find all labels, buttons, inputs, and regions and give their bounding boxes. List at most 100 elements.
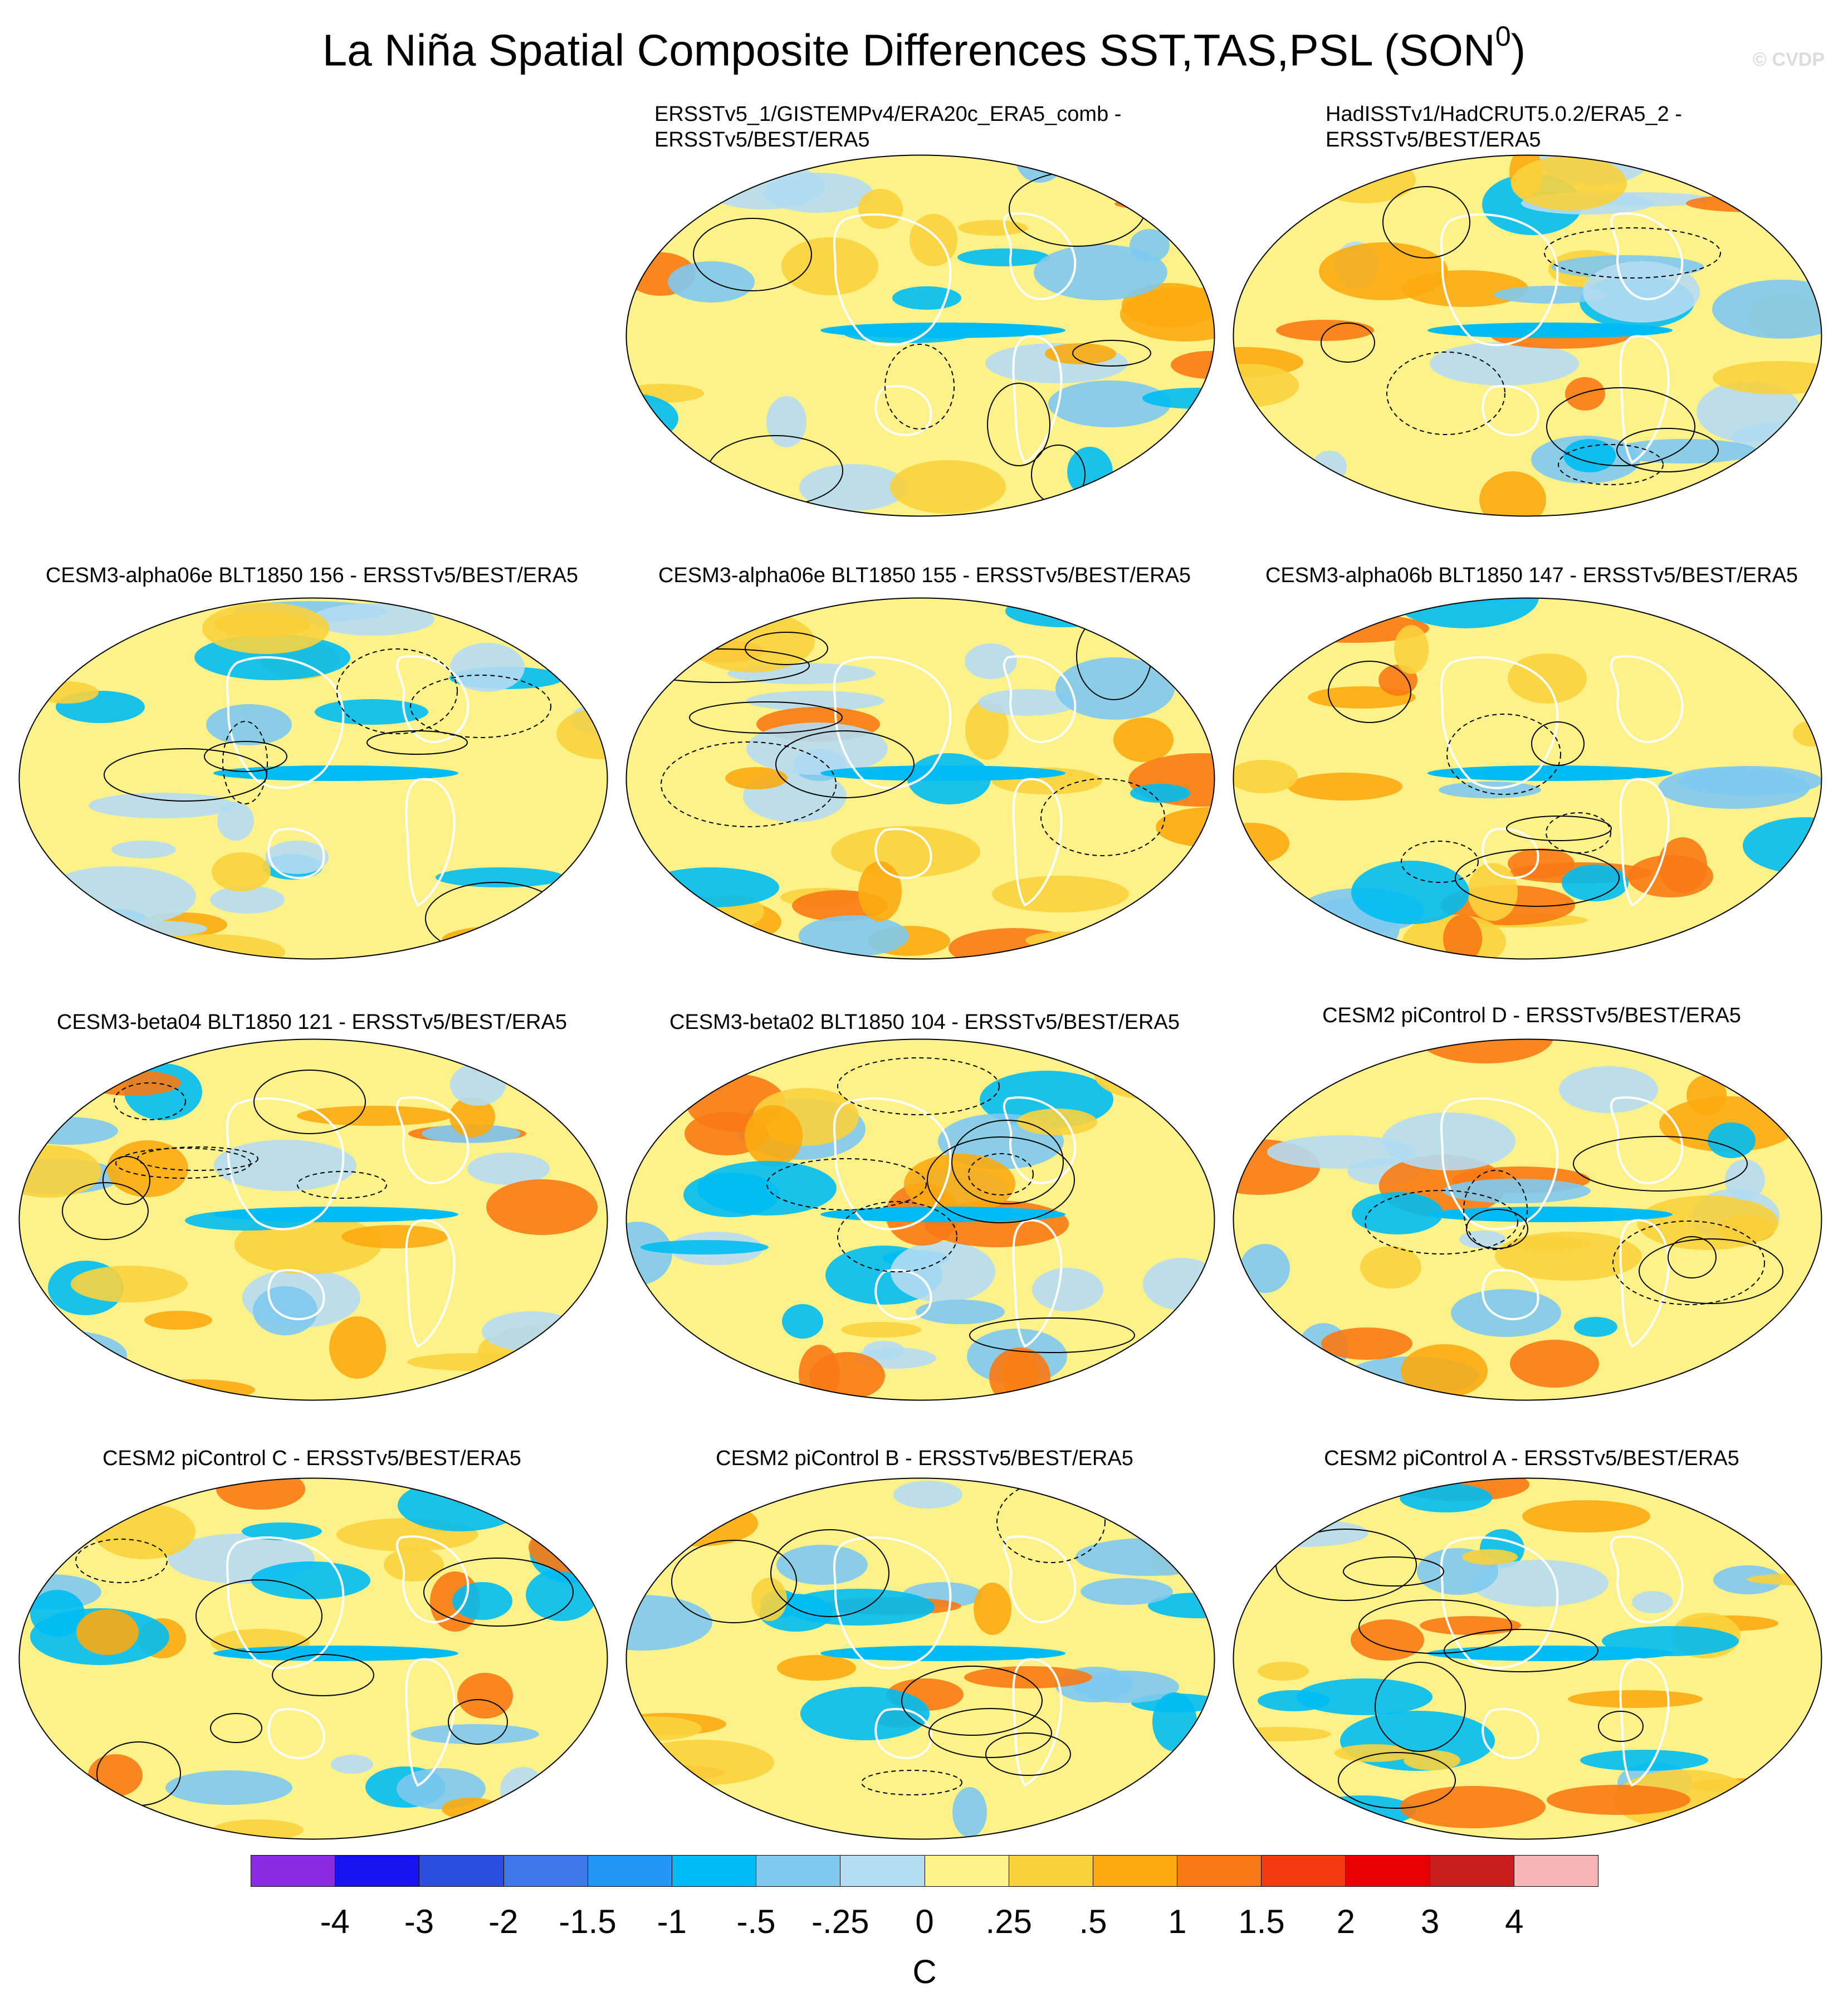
psl-contour	[1375, 1662, 1466, 1752]
anomaly-region	[384, 1548, 444, 1582]
anomaly-region	[297, 1106, 452, 1126]
anomaly-region	[1479, 471, 1546, 516]
anomaly-region	[1233, 364, 1299, 407]
anomaly-region	[1611, 439, 1757, 463]
anomaly-region	[1729, 1805, 1794, 1839]
coastline	[833, 655, 1077, 907]
anomaly-region	[217, 802, 254, 841]
psl-contour	[745, 632, 828, 665]
anomaly-region	[242, 1522, 322, 1540]
anomaly-region	[210, 886, 285, 914]
anomaly-region	[1233, 760, 1298, 793]
map-border	[1233, 597, 1822, 960]
anomaly-region	[1522, 1500, 1650, 1532]
anomaly-region	[858, 189, 903, 229]
colorbar-box	[503, 1856, 588, 1886]
map-panel-6	[18, 1038, 608, 1401]
coastline	[226, 1096, 470, 1348]
anomaly-region	[407, 1353, 542, 1371]
anomaly-region	[910, 214, 957, 266]
anomaly-region	[1565, 377, 1605, 411]
anomaly-region	[1055, 657, 1175, 720]
panel-title-1: ERSSTv5_1/GISTEMPv4/ERA20c_ERA5_comb - E…	[654, 102, 1122, 152]
anomaly-region	[965, 643, 1017, 679]
anomaly-region	[626, 470, 748, 504]
anomaly-region	[1258, 1662, 1309, 1681]
anomaly-region	[442, 1798, 501, 1820]
colorbar-boxes	[251, 1855, 1598, 1887]
panel-title-4: CESM3-alpha06e BLT1850 155 - ERSSTv5/BES…	[658, 564, 1191, 587]
anomaly-region	[1686, 194, 1818, 212]
psl-contour	[693, 218, 812, 291]
anomaly-region	[689, 611, 815, 672]
anomaly-region	[1439, 782, 1541, 798]
psl-contour	[837, 1057, 1000, 1115]
colorbar-box	[1262, 1856, 1346, 1886]
anomaly-region	[165, 1770, 292, 1805]
anomaly-region	[331, 1755, 373, 1774]
psl-contour	[1573, 1136, 1748, 1192]
anomaly-region	[1443, 1179, 1591, 1203]
anomaly-region	[1580, 1750, 1708, 1771]
anomaly-region	[1032, 1268, 1103, 1311]
psl-contour	[671, 1540, 797, 1623]
anomaly-region	[475, 1478, 608, 1510]
anomaly-region	[71, 1266, 188, 1302]
panel-title-3: CESM3-alpha06e BLT1850 156 - ERSSTv5/BES…	[45, 564, 579, 587]
anomaly-region	[515, 1371, 574, 1400]
anomaly-region	[831, 826, 980, 877]
anomaly-region	[1171, 351, 1215, 379]
colorbar: -4 -3 -2 -1.5 -1 -.5 -.25 0 .25 .5 1 1.5 2 3 4 C	[251, 1855, 1598, 2005]
coastline	[1440, 212, 1684, 464]
anomaly-region	[1034, 245, 1167, 300]
psl-contour	[901, 1666, 1043, 1736]
anomaly-region	[626, 211, 691, 233]
anomaly-region	[144, 1311, 212, 1330]
psl-contour	[114, 1082, 186, 1120]
colorbar-tick-label: 4	[1505, 1903, 1524, 1940]
anomaly-region	[746, 723, 888, 775]
anomaly-region	[1157, 1779, 1215, 1816]
anomaly-region	[1243, 1039, 1358, 1077]
colorbar-box	[756, 1856, 841, 1886]
anomaly-region	[212, 852, 271, 891]
anomaly-region	[398, 1479, 522, 1531]
equatorial-cold-tongue	[213, 1207, 458, 1222]
colorbar-box	[1430, 1856, 1514, 1886]
anomaly-region	[1072, 1671, 1179, 1703]
psl-contour	[1328, 661, 1411, 723]
anomaly-region	[26, 632, 63, 661]
psl-contour	[1358, 1599, 1512, 1654]
anomaly-region	[626, 428, 683, 486]
anomaly-region	[19, 1356, 84, 1400]
anomaly-region	[1166, 1800, 1204, 1838]
anomaly-region	[626, 1595, 712, 1651]
panel-title-11: CESM2 piControl A - ERSSTv5/BEST/ERA5	[1324, 1447, 1739, 1470]
figure-title: La Niña Spatial Composite Differences SS…	[322, 21, 1526, 75]
psl-contour	[1040, 778, 1165, 856]
anomaly-region	[526, 1569, 597, 1621]
anomaly-region	[1288, 773, 1402, 801]
anomaly-region	[725, 767, 788, 789]
anomaly-region	[411, 1724, 539, 1744]
anomaly-region	[1233, 1360, 1298, 1400]
anomaly-region	[1312, 451, 1347, 483]
psl-contour	[661, 741, 837, 827]
anomaly-region	[965, 700, 1009, 760]
anomaly-region	[1152, 1692, 1197, 1751]
psl-contour	[62, 1182, 149, 1240]
anomaly-region	[19, 901, 61, 925]
anomaly-region	[1451, 1289, 1561, 1337]
colorbar-box	[672, 1856, 757, 1886]
anomaly-region	[1459, 1231, 1506, 1248]
anomaly-region	[19, 1372, 117, 1400]
psl-contour	[1455, 849, 1620, 907]
anomaly-region	[251, 1561, 370, 1599]
colorbar-tick-label: 1	[1168, 1903, 1187, 1940]
psl-contour	[1546, 812, 1611, 853]
map-panel-1	[625, 154, 1215, 517]
anomaly-region	[1470, 1560, 1609, 1607]
equatorial-cold-tongue	[213, 765, 458, 781]
psl-contour	[1544, 227, 1721, 279]
map-border	[18, 1038, 608, 1401]
